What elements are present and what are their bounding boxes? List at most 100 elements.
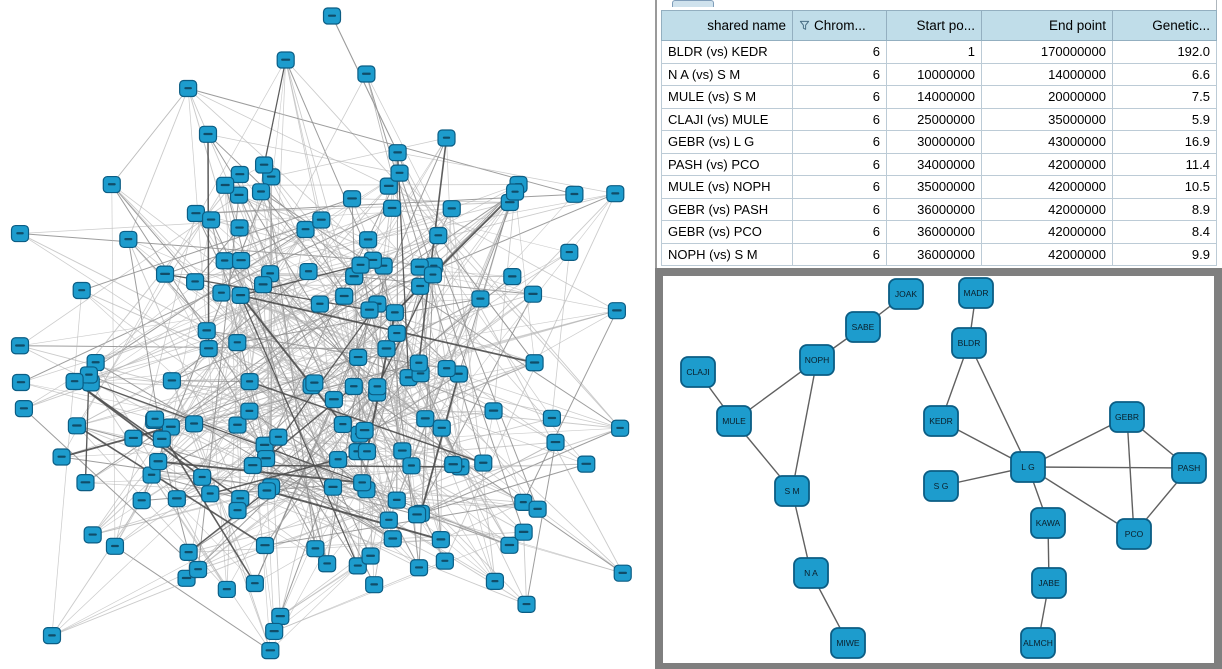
network-node[interactable] bbox=[474, 454, 493, 472]
network-node[interactable] bbox=[105, 537, 125, 555]
network-node[interactable] bbox=[11, 373, 31, 392]
network-node[interactable] bbox=[152, 430, 171, 448]
network-node[interactable] bbox=[382, 199, 402, 217]
network-node[interactable] bbox=[67, 417, 87, 435]
table-cell[interactable]: 35000000 bbox=[981, 107, 1113, 131]
network-node[interactable] bbox=[254, 276, 273, 294]
network-edge[interactable] bbox=[1126, 416, 1135, 535]
table-cell[interactable]: PASH (vs) PCO bbox=[661, 152, 793, 176]
column-header-4[interactable]: End point bbox=[981, 10, 1113, 41]
network-node-claji[interactable]: CLAJI bbox=[680, 356, 716, 388]
network-node[interactable] bbox=[409, 559, 429, 577]
table-cell[interactable]: 25000000 bbox=[886, 107, 982, 131]
network-node[interactable] bbox=[132, 492, 151, 510]
network-node[interactable] bbox=[240, 373, 259, 391]
network-node[interactable] bbox=[245, 574, 264, 593]
network-node[interactable] bbox=[188, 560, 208, 579]
network-node[interactable] bbox=[379, 177, 398, 195]
network-node[interactable] bbox=[167, 490, 186, 508]
network-node[interactable] bbox=[484, 402, 503, 420]
network-node[interactable] bbox=[179, 79, 198, 98]
network-node-miwe[interactable]: MIWE bbox=[830, 627, 866, 659]
network-node[interactable] bbox=[387, 491, 406, 509]
network-node[interactable] bbox=[335, 287, 354, 305]
network-node[interactable] bbox=[407, 506, 427, 524]
network-node[interactable] bbox=[119, 230, 138, 249]
network-node[interactable] bbox=[42, 627, 62, 645]
table-cell[interactable]: 5.9 bbox=[1112, 107, 1217, 131]
network-node[interactable] bbox=[385, 304, 404, 322]
table-cell[interactable]: CLAJI (vs) MULE bbox=[661, 107, 793, 131]
table-row[interactable]: BLDR (vs) KEDR 6 1 170000000 192.0 bbox=[661, 40, 1217, 64]
network-node[interactable] bbox=[318, 555, 337, 573]
table-cell[interactable]: 6 bbox=[792, 130, 887, 154]
network-node[interactable] bbox=[240, 402, 259, 420]
network-node[interactable] bbox=[72, 281, 91, 300]
network-node[interactable] bbox=[197, 322, 216, 340]
network-node[interactable] bbox=[361, 547, 380, 565]
network-node[interactable] bbox=[230, 219, 249, 237]
table-cell[interactable]: 36000000 bbox=[886, 242, 982, 266]
table-cell[interactable]: 42000000 bbox=[981, 175, 1113, 199]
network-node-pco[interactable]: PCO bbox=[1116, 518, 1152, 550]
table-cell[interactable]: 192.0 bbox=[1112, 40, 1217, 64]
table-cell[interactable]: 8.4 bbox=[1112, 220, 1217, 244]
network-node[interactable] bbox=[185, 273, 205, 291]
network-node[interactable] bbox=[431, 531, 450, 549]
table-cell[interactable]: 35000000 bbox=[886, 175, 982, 199]
table-row[interactable]: MULE (vs) S M 6 14000000 20000000 7.5 bbox=[661, 85, 1217, 109]
table-cell[interactable]: 6 bbox=[792, 197, 887, 221]
table-cell[interactable]: 43000000 bbox=[981, 130, 1113, 154]
network-node[interactable] bbox=[606, 185, 625, 203]
table-cell[interactable]: 6 bbox=[792, 40, 887, 64]
table-cell[interactable]: 11.4 bbox=[1112, 152, 1217, 176]
network-node[interactable] bbox=[199, 340, 218, 358]
network-node[interactable] bbox=[383, 530, 402, 548]
network-node[interactable] bbox=[607, 302, 626, 320]
network-node[interactable] bbox=[217, 580, 236, 599]
network-node[interactable] bbox=[310, 295, 329, 313]
network-node[interactable] bbox=[360, 301, 379, 319]
network-detail-canvas[interactable]: JOAK SABE NOPH CLAJI MULE S M N A MIWE MADR BLDR K… bbox=[663, 276, 1214, 663]
network-node[interactable] bbox=[471, 290, 490, 308]
network-node[interactable] bbox=[155, 265, 175, 283]
table-cell[interactable]: MULE (vs) NOPH bbox=[661, 175, 793, 199]
network-node[interactable] bbox=[542, 409, 561, 427]
network-node[interactable] bbox=[611, 419, 630, 437]
table-cell[interactable]: 6 bbox=[792, 242, 887, 266]
network-node-bldr[interactable]: BLDR bbox=[951, 327, 987, 359]
network-node-l-g[interactable]: L G bbox=[1010, 451, 1046, 483]
network-node[interactable] bbox=[230, 165, 249, 184]
network-node[interactable] bbox=[265, 622, 284, 641]
table-cell[interactable]: 6 bbox=[792, 175, 887, 199]
network-node[interactable] bbox=[423, 266, 443, 284]
network-node[interactable] bbox=[359, 231, 378, 249]
network-node-mule[interactable]: MULE bbox=[716, 405, 752, 437]
network-node[interactable] bbox=[261, 642, 280, 660]
network-node[interactable] bbox=[528, 500, 547, 518]
network-node[interactable] bbox=[52, 448, 71, 466]
network-node[interactable] bbox=[402, 457, 421, 475]
network-node[interactable] bbox=[255, 536, 275, 555]
table-cell[interactable]: NOPH (vs) S M bbox=[661, 242, 793, 266]
network-node[interactable] bbox=[565, 185, 584, 203]
table-row[interactable]: MULE (vs) NOPH 6 35000000 42000000 10.5 bbox=[661, 175, 1217, 199]
table-cell[interactable]: 6 bbox=[792, 62, 887, 86]
network-node[interactable] bbox=[324, 390, 343, 409]
network-node[interactable] bbox=[390, 164, 409, 182]
network-node[interactable] bbox=[353, 474, 372, 492]
network-node-n-a[interactable]: N A bbox=[793, 557, 829, 589]
table-row[interactable]: GEBR (vs) L G 6 30000000 43000000 16.9 bbox=[661, 130, 1217, 154]
table-cell[interactable]: 6 bbox=[792, 220, 887, 244]
table-cell[interactable]: 14000000 bbox=[886, 85, 982, 109]
network-node[interactable] bbox=[229, 186, 249, 204]
network-node[interactable] bbox=[344, 377, 363, 396]
network-edge[interactable] bbox=[1027, 466, 1190, 469]
network-node[interactable] bbox=[149, 452, 168, 471]
network-node[interactable] bbox=[10, 337, 30, 355]
network-node[interactable] bbox=[388, 144, 407, 162]
network-node[interactable] bbox=[485, 572, 505, 591]
table-cell[interactable]: 42000000 bbox=[981, 152, 1113, 176]
network-node-noph[interactable]: NOPH bbox=[799, 344, 835, 376]
network-node[interactable] bbox=[613, 564, 632, 582]
